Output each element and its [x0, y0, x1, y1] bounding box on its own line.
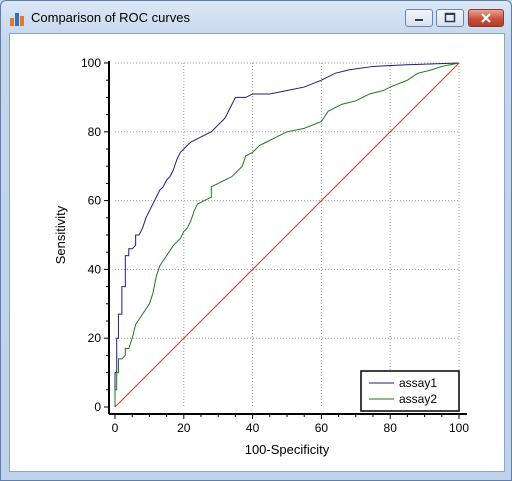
chart-area: 0 20 40 60 80 100 0 20 40 60 80 100 100-Specificity… — [9, 33, 505, 472]
y-tick-label: 100 — [81, 56, 101, 70]
y-tick-label: 40 — [88, 262, 102, 276]
x-tick-label: 80 — [384, 421, 398, 435]
roc-chart: 0 20 40 60 80 100 0 20 40 60 80 100 100-Specificity… — [53, 56, 469, 457]
window-title: Comparison of ROC curves — [31, 10, 190, 25]
maximize-icon — [444, 12, 456, 23]
grid — [115, 62, 460, 407]
axes: 0 20 40 60 80 100 0 20 40 60 80 100 — [81, 56, 469, 435]
x-tick-label: 0 — [112, 421, 119, 435]
x-axis-label: 100-Specificity — [245, 442, 330, 457]
title-bar[interactable]: Comparison of ROC curves — [1, 1, 511, 33]
x-tick-label: 40 — [246, 421, 260, 435]
close-button[interactable] — [468, 9, 504, 27]
bar-chart-icon — [10, 12, 24, 26]
close-icon — [481, 13, 491, 23]
x-tick-label: 100 — [449, 421, 469, 435]
y-tick-label: 20 — [88, 331, 102, 345]
x-tick-label: 60 — [315, 421, 329, 435]
reference-diagonal — [114, 62, 460, 408]
roc-curve-assay1 — [114, 62, 460, 407]
y-tick-label: 60 — [88, 194, 102, 208]
minimize-button[interactable] — [405, 9, 433, 27]
minimize-icon — [415, 19, 423, 21]
legend: assay1 assay2 — [360, 370, 460, 412]
legend-label-assay2: assay2 — [399, 392, 437, 406]
legend-box — [360, 370, 460, 412]
maximize-button[interactable] — [436, 9, 464, 27]
roc-curve-assay2 — [114, 62, 460, 407]
y-axis-label: Sensitivity — [53, 205, 68, 264]
y-tick-label: 80 — [88, 125, 102, 139]
roc-curves — [114, 62, 460, 408]
y-tick-label: 0 — [94, 400, 101, 414]
legend-label-assay1: assay1 — [399, 376, 437, 390]
x-tick-label: 20 — [177, 421, 191, 435]
